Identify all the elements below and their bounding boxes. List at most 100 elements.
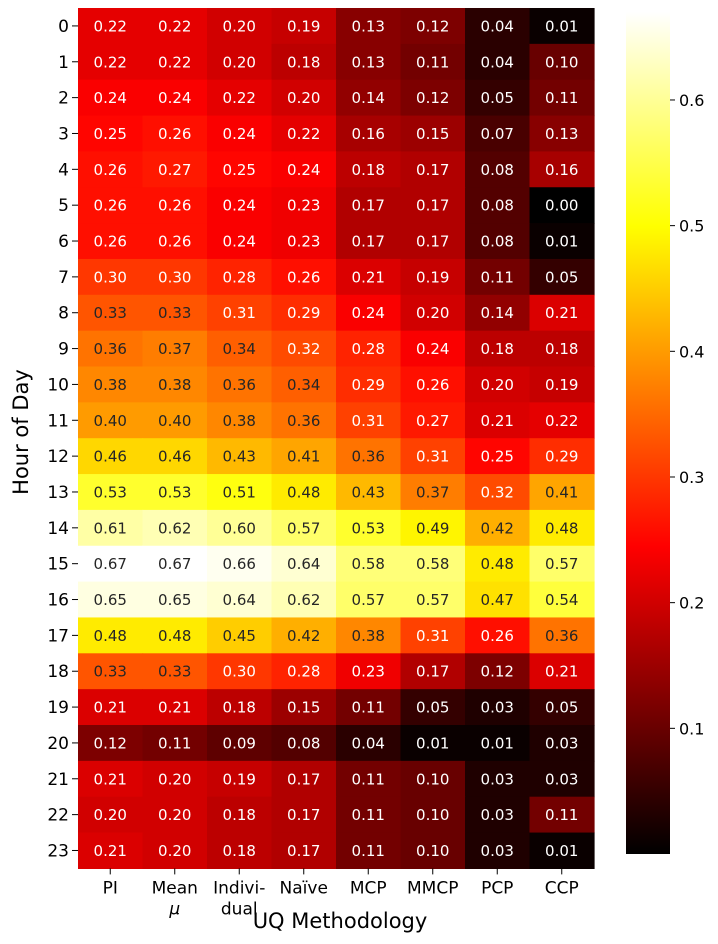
- cell-value-label: 0.25: [94, 125, 127, 143]
- heatmap-cell: [336, 509, 402, 547]
- cell-value-label: 0.21: [94, 699, 127, 717]
- heatmap-cell: [400, 330, 466, 368]
- cell-value-label: 0.08: [481, 197, 514, 215]
- cell-value-label: 0.01: [545, 233, 578, 251]
- heatmap-cell: [207, 366, 273, 403]
- y-tick-label: 16: [47, 591, 69, 611]
- heatmap-cell: [336, 438, 402, 475]
- heatmap-cell: [78, 796, 144, 834]
- heatmap-cell: [529, 79, 595, 117]
- x-tick-label: CCP: [545, 878, 579, 898]
- heatmap-cell: [529, 438, 595, 475]
- heatmap-cell: [207, 8, 273, 45]
- cell-value-label: 0.04: [481, 17, 514, 35]
- heatmap-cell: [207, 258, 273, 296]
- cell-value-label: 0.20: [481, 376, 514, 394]
- cell-value-label: 0.26: [94, 161, 127, 179]
- cell-value-label: 0.05: [545, 268, 578, 286]
- cell-value-label: 0.22: [94, 53, 127, 71]
- cell-value-label: 0.31: [416, 627, 449, 645]
- heatmap-cell: [400, 438, 466, 475]
- heatmap-cell: [336, 115, 402, 152]
- cell-value-label: 0.29: [352, 376, 385, 394]
- heatmap-cell: [271, 366, 337, 403]
- heatmap-cell: [78, 258, 144, 296]
- heatmap-cell: [271, 832, 337, 869]
- heatmap-cell: [336, 330, 402, 368]
- cell-value-label: 0.53: [158, 483, 191, 501]
- cell-value-label: 0.33: [158, 663, 191, 681]
- cell-value-label: 0.61: [94, 519, 127, 537]
- heatmap-cell: [529, 725, 595, 762]
- y-tick-label: 0: [58, 17, 69, 37]
- cell-value-label: 0.01: [545, 842, 578, 860]
- cell-value-label: 0.38: [158, 376, 191, 394]
- cell-value-label: 0.11: [352, 806, 385, 824]
- heatmap-cell: [529, 617, 595, 654]
- heatmap-cell: [465, 366, 531, 403]
- cell-value-label: 0.36: [223, 376, 256, 394]
- colorbar-tick-label: 0.1: [679, 719, 704, 738]
- heatmap-cell: [207, 330, 273, 368]
- cell-value-label: 0.03: [545, 770, 578, 788]
- heatmap-cell: [336, 474, 402, 511]
- cell-value-label: 0.58: [352, 555, 385, 573]
- heatmap-cell: [336, 581, 402, 619]
- cell-value-label: 0.20: [287, 89, 320, 107]
- y-tick-label: 15: [47, 555, 69, 575]
- heatmap-cell: [142, 617, 208, 654]
- x-tick-label: MCP: [350, 878, 387, 898]
- cell-value-label: 0.21: [94, 770, 127, 788]
- heatmap-cell: [207, 617, 273, 654]
- heatmap-cell: [336, 223, 402, 260]
- cell-value-label: 0.21: [481, 412, 514, 430]
- cell-value-label: 0.46: [94, 448, 127, 466]
- heatmap-cell: [529, 223, 595, 260]
- heatmap-cell: [400, 474, 466, 511]
- heatmap-cell: [465, 581, 531, 619]
- heatmap-cell: [465, 330, 531, 368]
- cell-value-label: 0.22: [158, 17, 191, 35]
- cell-value-label: 0.34: [287, 376, 320, 394]
- heatmap-cell: [465, 509, 531, 547]
- heatmap-cell: [78, 402, 144, 439]
- cell-value-label: 0.26: [94, 197, 127, 215]
- cell-value-label: 0.31: [352, 412, 385, 430]
- cell-value-label: 0.17: [416, 233, 449, 251]
- cell-value-label: 0.19: [223, 770, 256, 788]
- cell-value-label: 0.16: [352, 125, 385, 143]
- cell-value-label: 0.66: [223, 555, 256, 573]
- cell-value-label: 0.42: [481, 519, 514, 537]
- cell-value-label: 0.04: [481, 53, 514, 71]
- heatmap-cell: [142, 366, 208, 403]
- heatmap-cell: [400, 617, 466, 654]
- cell-value-label: 0.62: [287, 591, 320, 609]
- y-tick-label: 8: [58, 304, 69, 324]
- heatmap-cell: [271, 187, 337, 224]
- cell-value-label: 0.32: [287, 340, 320, 358]
- heatmap-cell: [142, 187, 208, 224]
- cell-value-label: 0.18: [352, 161, 385, 179]
- cell-value-label: 0.12: [481, 663, 514, 681]
- heatmap-cell: [400, 258, 466, 296]
- y-tick-label: 1: [58, 53, 69, 73]
- cell-value-label: 0.01: [481, 734, 514, 752]
- cell-value-label: 0.38: [223, 412, 256, 430]
- cell-value-label: 0.53: [352, 519, 385, 537]
- heatmap-cell: [271, 8, 337, 45]
- cell-value-label: 0.43: [352, 483, 385, 501]
- heatmap-cell: [78, 509, 144, 547]
- cell-value-label: 0.21: [545, 304, 578, 322]
- heatmap-cell: [465, 43, 531, 81]
- cell-value-label: 0.05: [416, 699, 449, 717]
- heatmap-cell: [271, 509, 337, 547]
- heatmap-cell: [142, 796, 208, 834]
- colorbar-ticks: 0.1 0.2 0.3 0.4 0.5 0.6: [670, 91, 704, 738]
- cell-value-label: 0.18: [223, 842, 256, 860]
- heatmap-cell: [207, 832, 273, 869]
- heatmap-cell: [529, 796, 595, 834]
- cell-value-label: 0.15: [416, 125, 449, 143]
- heatmap-cell: [271, 223, 337, 260]
- heatmap-cell: [78, 760, 144, 798]
- heatmap-cell: [142, 258, 208, 296]
